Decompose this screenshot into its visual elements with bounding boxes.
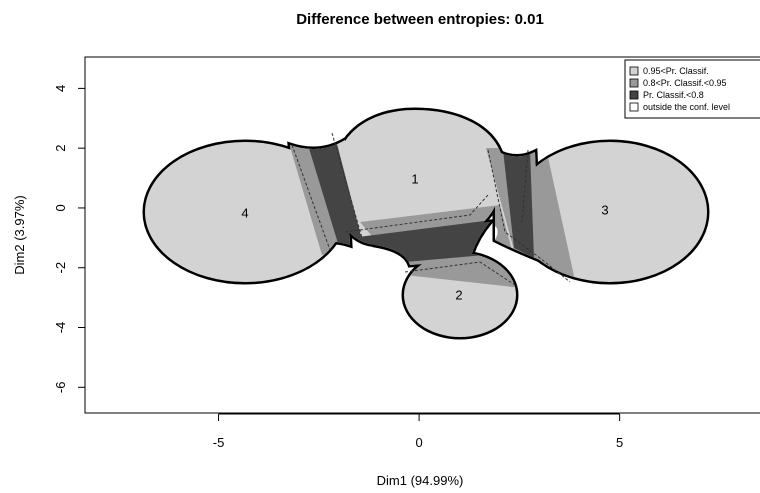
boundary-lines — [291, 132, 571, 286]
y-tick-label: 0 — [53, 204, 68, 211]
legend-swatch — [629, 102, 639, 112]
y-axis-label: Dim2 (3.97%) — [12, 195, 27, 274]
y-tick-label: 4 — [53, 85, 68, 92]
cluster-label: 2 — [455, 287, 462, 302]
x-tick-label: 5 — [616, 435, 623, 450]
x-axis-label: Dim1 (94.99%) — [377, 473, 464, 488]
legend-label: outside the conf. level — [643, 102, 730, 112]
x-tick-label: -5 — [213, 435, 225, 450]
cluster-label: 4 — [241, 205, 248, 220]
y-tick-label: 2 — [53, 145, 68, 152]
cluster-label: 3 — [601, 202, 608, 217]
y-tick-label: -6 — [53, 382, 68, 394]
y-tick-label: -4 — [53, 322, 68, 334]
regions — [145, 110, 707, 337]
y-tick-label: -2 — [53, 262, 68, 274]
legend-label: Pr. Classif.<0.8 — [643, 90, 704, 100]
chart-title: Difference between entropies: 0.01 — [296, 11, 544, 28]
legend-label: 0.95<Pr. Classif. — [643, 66, 709, 76]
legend-swatch — [629, 90, 639, 100]
legend-swatch — [629, 78, 639, 88]
legend-box — [624, 59, 760, 119]
legend-label: 0.8<Pr. Classif.<0.95 — [643, 78, 727, 88]
cluster-label: 1 — [411, 171, 418, 186]
legend-swatch — [629, 66, 639, 76]
x-tick-label: 0 — [415, 435, 422, 450]
